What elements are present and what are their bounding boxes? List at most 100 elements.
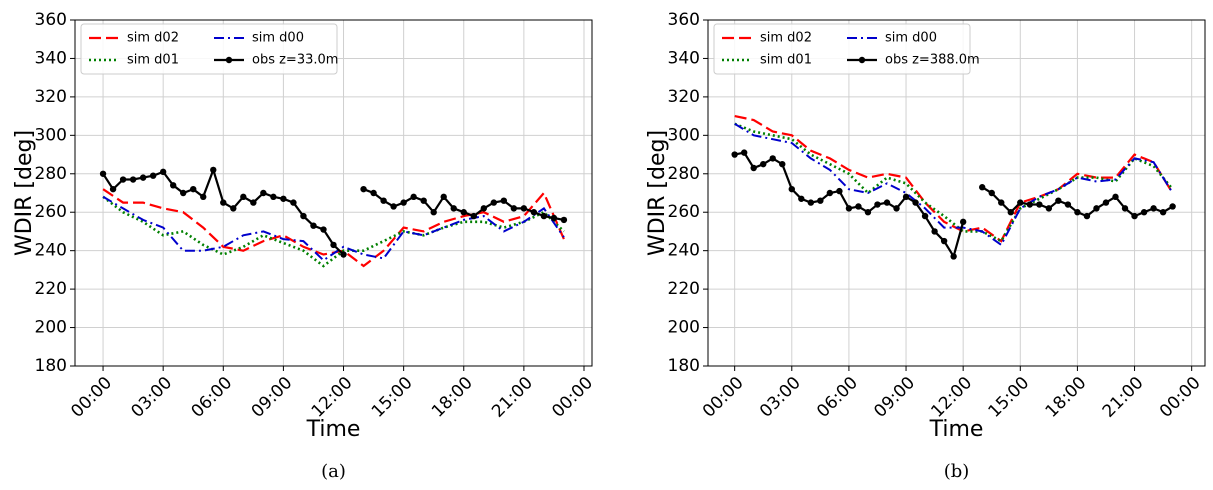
obs-marker xyxy=(1140,209,1148,216)
y-tick-label: 240 xyxy=(35,241,67,261)
obs-marker xyxy=(750,164,757,172)
legend-label: sim d00 xyxy=(885,31,937,46)
obs-marker xyxy=(370,189,377,197)
obs-marker xyxy=(788,185,795,193)
obs-marker xyxy=(1026,201,1034,208)
obs-marker xyxy=(480,205,487,212)
obs-marker xyxy=(290,199,297,206)
obs-marker xyxy=(902,193,910,201)
obs-marker xyxy=(109,185,117,193)
obs-marker xyxy=(893,205,900,212)
legend-label: sim d02 xyxy=(127,31,179,46)
legend-marker xyxy=(858,56,866,64)
x-tick-label: 06:00 xyxy=(813,373,862,422)
legend-label: sim d01 xyxy=(127,53,179,68)
x-tick-label: 12:00 xyxy=(308,373,357,422)
series-line xyxy=(734,122,1174,243)
legend-label: obs z=388.0m xyxy=(885,53,980,68)
obs-marker xyxy=(1074,209,1081,216)
obs-marker xyxy=(836,187,843,195)
obs-marker xyxy=(230,205,237,212)
obs-marker xyxy=(1045,205,1053,212)
obs-marker xyxy=(330,241,337,249)
obs-marker xyxy=(510,205,518,212)
obs-marker xyxy=(931,228,938,235)
y-tick-label: 200 xyxy=(668,318,700,338)
obs-marker xyxy=(139,174,147,181)
obs-marker xyxy=(740,149,748,156)
x-tick-label: 03:00 xyxy=(756,373,805,422)
obs-marker xyxy=(490,199,498,206)
plot-frame xyxy=(707,19,1206,367)
obs-marker xyxy=(1007,209,1014,216)
obs-marker xyxy=(240,193,247,201)
y-tick-label: 200 xyxy=(35,318,67,338)
obs-marker xyxy=(1017,199,1024,206)
obs-marker xyxy=(845,205,853,212)
x-tick-label: 00:00 xyxy=(699,373,748,422)
obs-marker xyxy=(410,193,417,201)
x-tick-label: 21:00 xyxy=(1099,373,1148,422)
y-axis-label: WDIR [deg] xyxy=(645,130,670,256)
obs-marker xyxy=(950,253,957,260)
caption: (b) xyxy=(944,461,970,482)
y-tick-label: 220 xyxy=(668,279,700,299)
x-tick-label: 00:00 xyxy=(1156,373,1205,422)
obs-marker xyxy=(149,172,157,179)
obs-marker xyxy=(817,197,824,204)
x-tick-label: 15:00 xyxy=(368,373,417,422)
obs-marker xyxy=(1055,197,1062,204)
obs-marker xyxy=(250,199,257,206)
obs-marker xyxy=(959,218,967,226)
obs-marker xyxy=(119,176,127,183)
y-tick-label: 340 xyxy=(668,48,700,68)
x-tick-label: 18:00 xyxy=(1042,373,1091,422)
x-tick-label: 21:00 xyxy=(488,373,537,422)
obs-marker xyxy=(779,160,786,168)
legend-label: sim d01 xyxy=(760,53,812,68)
obs-marker xyxy=(340,251,347,258)
obs-marker xyxy=(979,184,986,191)
obs-marker xyxy=(440,193,447,201)
obs-marker xyxy=(540,212,548,220)
y-tick-label: 220 xyxy=(35,279,67,299)
y-tick-label: 340 xyxy=(35,48,67,68)
obs-marker xyxy=(550,214,558,222)
obs-marker xyxy=(912,199,919,206)
x-tick-label: 12:00 xyxy=(927,373,976,422)
obs-marker xyxy=(855,203,862,210)
obs-marker xyxy=(769,155,776,162)
obs-marker xyxy=(380,197,387,204)
y-tick-label: 300 xyxy=(35,125,67,145)
obs-marker xyxy=(1150,205,1157,212)
obs-marker xyxy=(200,193,207,201)
obs-marker xyxy=(129,176,137,183)
obs-marker xyxy=(280,195,287,202)
x-tick-label: 09:00 xyxy=(870,373,919,422)
obs-marker xyxy=(864,209,872,216)
obs-marker xyxy=(1093,205,1100,212)
obs-marker xyxy=(1169,203,1176,210)
obs-marker xyxy=(470,212,477,220)
obs-marker xyxy=(883,199,891,206)
obs-marker xyxy=(99,170,107,177)
y-tick-label: 300 xyxy=(668,125,700,145)
x-tick-label: 09:00 xyxy=(248,373,297,422)
obs-marker xyxy=(807,199,815,206)
y-tick-label: 240 xyxy=(668,241,700,261)
obs-marker xyxy=(260,189,267,197)
obs-marker xyxy=(460,209,467,216)
obs-marker xyxy=(1064,201,1072,208)
caption: (a) xyxy=(321,461,346,482)
legend-label: obs z=33.0m xyxy=(252,53,338,68)
obs-marker xyxy=(560,216,568,224)
obs-marker xyxy=(500,197,508,204)
y-tick-label: 360 xyxy=(668,10,700,30)
legend-box xyxy=(713,23,971,75)
obs-marker xyxy=(921,212,929,220)
y-tick-label: 260 xyxy=(35,202,67,222)
obs-marker xyxy=(874,201,881,208)
y-axis-label: WDIR [deg] xyxy=(12,130,37,256)
obs-marker xyxy=(420,197,427,204)
